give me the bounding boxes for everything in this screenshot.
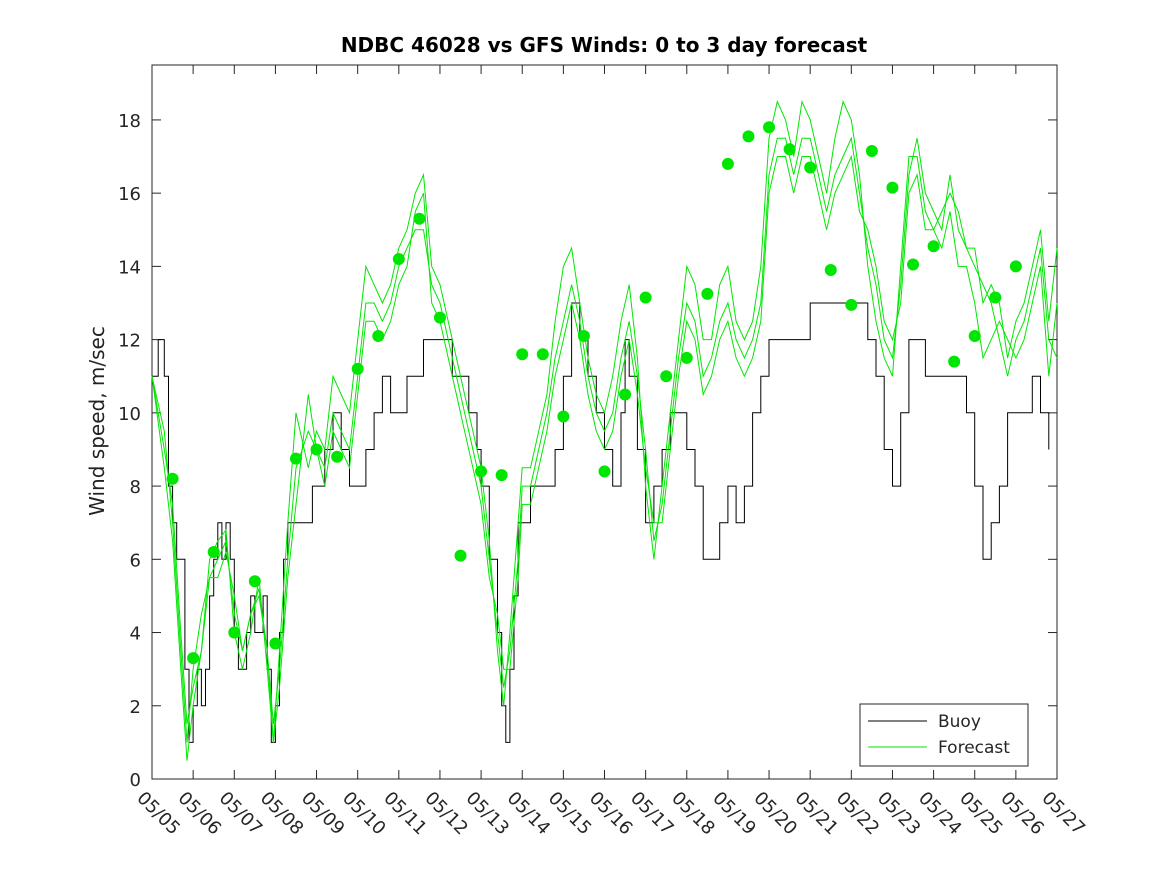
y-tick-label: 10 bbox=[118, 404, 141, 425]
forecast-marker bbox=[948, 355, 961, 368]
y-tick-label: 8 bbox=[130, 477, 141, 498]
forecast-marker bbox=[865, 145, 878, 158]
forecast-marker bbox=[1009, 260, 1022, 273]
forecast-marker bbox=[886, 181, 899, 194]
legend-box bbox=[859, 703, 1029, 767]
forecast-marker bbox=[701, 287, 714, 300]
forecast-marker bbox=[598, 465, 611, 478]
forecast-marker bbox=[269, 637, 282, 650]
forecast-marker bbox=[968, 329, 981, 342]
forecast-marker bbox=[619, 388, 632, 401]
forecast-marker bbox=[310, 443, 323, 456]
forecast-marker bbox=[392, 253, 405, 266]
forecast-marker bbox=[783, 143, 796, 156]
forecast-marker bbox=[207, 545, 220, 558]
forecast-marker bbox=[166, 472, 179, 485]
forecast-marker bbox=[351, 362, 364, 375]
forecast-marker bbox=[557, 410, 570, 423]
forecast-marker bbox=[228, 626, 241, 639]
forecast-marker bbox=[475, 465, 488, 478]
forecast-marker bbox=[516, 348, 529, 361]
forecast-series-line bbox=[151, 99, 1058, 761]
forecast-marker bbox=[577, 329, 590, 342]
forecast-marker bbox=[413, 212, 426, 225]
y-tick-label: 16 bbox=[118, 184, 141, 205]
forecast-marker bbox=[454, 549, 467, 562]
y-tick-label: 2 bbox=[130, 697, 141, 718]
forecast-marker bbox=[907, 258, 920, 271]
forecast-marker bbox=[248, 575, 261, 588]
y-tick-label: 14 bbox=[118, 257, 141, 278]
forecast-marker bbox=[433, 311, 446, 324]
y-tick-label: 0 bbox=[130, 770, 141, 791]
forecast-marker bbox=[660, 370, 673, 383]
forecast-marker bbox=[289, 452, 302, 465]
forecast-marker bbox=[721, 157, 734, 170]
forecast-marker bbox=[680, 351, 693, 364]
chart-title: NDBC 46028 vs GFS Winds: 0 to 3 day fore… bbox=[341, 33, 868, 57]
forecast-marker bbox=[763, 121, 776, 134]
forecast-marker bbox=[536, 348, 549, 361]
forecast-marker bbox=[495, 469, 508, 482]
forecast-series-line bbox=[151, 154, 1058, 743]
forecast-marker bbox=[331, 450, 344, 463]
legend-label-buoy: Buoy bbox=[938, 712, 981, 732]
forecast-marker bbox=[845, 298, 858, 311]
forecast-marker bbox=[824, 264, 837, 277]
forecast-marker bbox=[639, 291, 652, 304]
y-tick-label: 4 bbox=[130, 624, 141, 645]
forecast-marker bbox=[742, 130, 755, 143]
y-axis-label: Wind speed, m/sec bbox=[85, 326, 109, 516]
forecast-marker bbox=[989, 291, 1002, 304]
forecast-marker bbox=[927, 240, 940, 253]
forecast-marker bbox=[187, 652, 200, 665]
forecast-marker bbox=[804, 161, 817, 174]
y-tick-label: 6 bbox=[130, 550, 141, 571]
y-tick-label: 18 bbox=[118, 111, 141, 132]
forecast-marker bbox=[372, 329, 385, 342]
legend-label-forecast: Forecast bbox=[938, 738, 1010, 758]
y-tick-label: 12 bbox=[118, 331, 141, 352]
